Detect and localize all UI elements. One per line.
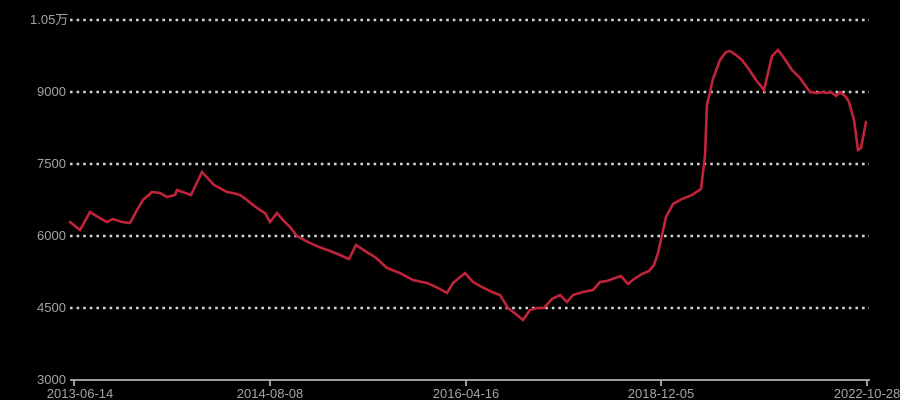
svg-text:2022-10-28: 2022-10-28 — [834, 386, 900, 400]
svg-text:2016-04-16: 2016-04-16 — [433, 386, 500, 400]
svg-text:2018-12-05: 2018-12-05 — [628, 386, 695, 400]
svg-text:1.05万: 1.05万 — [30, 12, 68, 27]
svg-text:2014-08-08: 2014-08-08 — [237, 386, 304, 400]
svg-text:2013-06-14: 2013-06-14 — [47, 386, 114, 400]
svg-text:9000: 9000 — [37, 84, 66, 99]
svg-text:6000: 6000 — [37, 228, 66, 243]
svg-text:7500: 7500 — [37, 156, 66, 171]
svg-text:3000: 3000 — [37, 372, 66, 387]
svg-text:4500: 4500 — [37, 300, 66, 315]
